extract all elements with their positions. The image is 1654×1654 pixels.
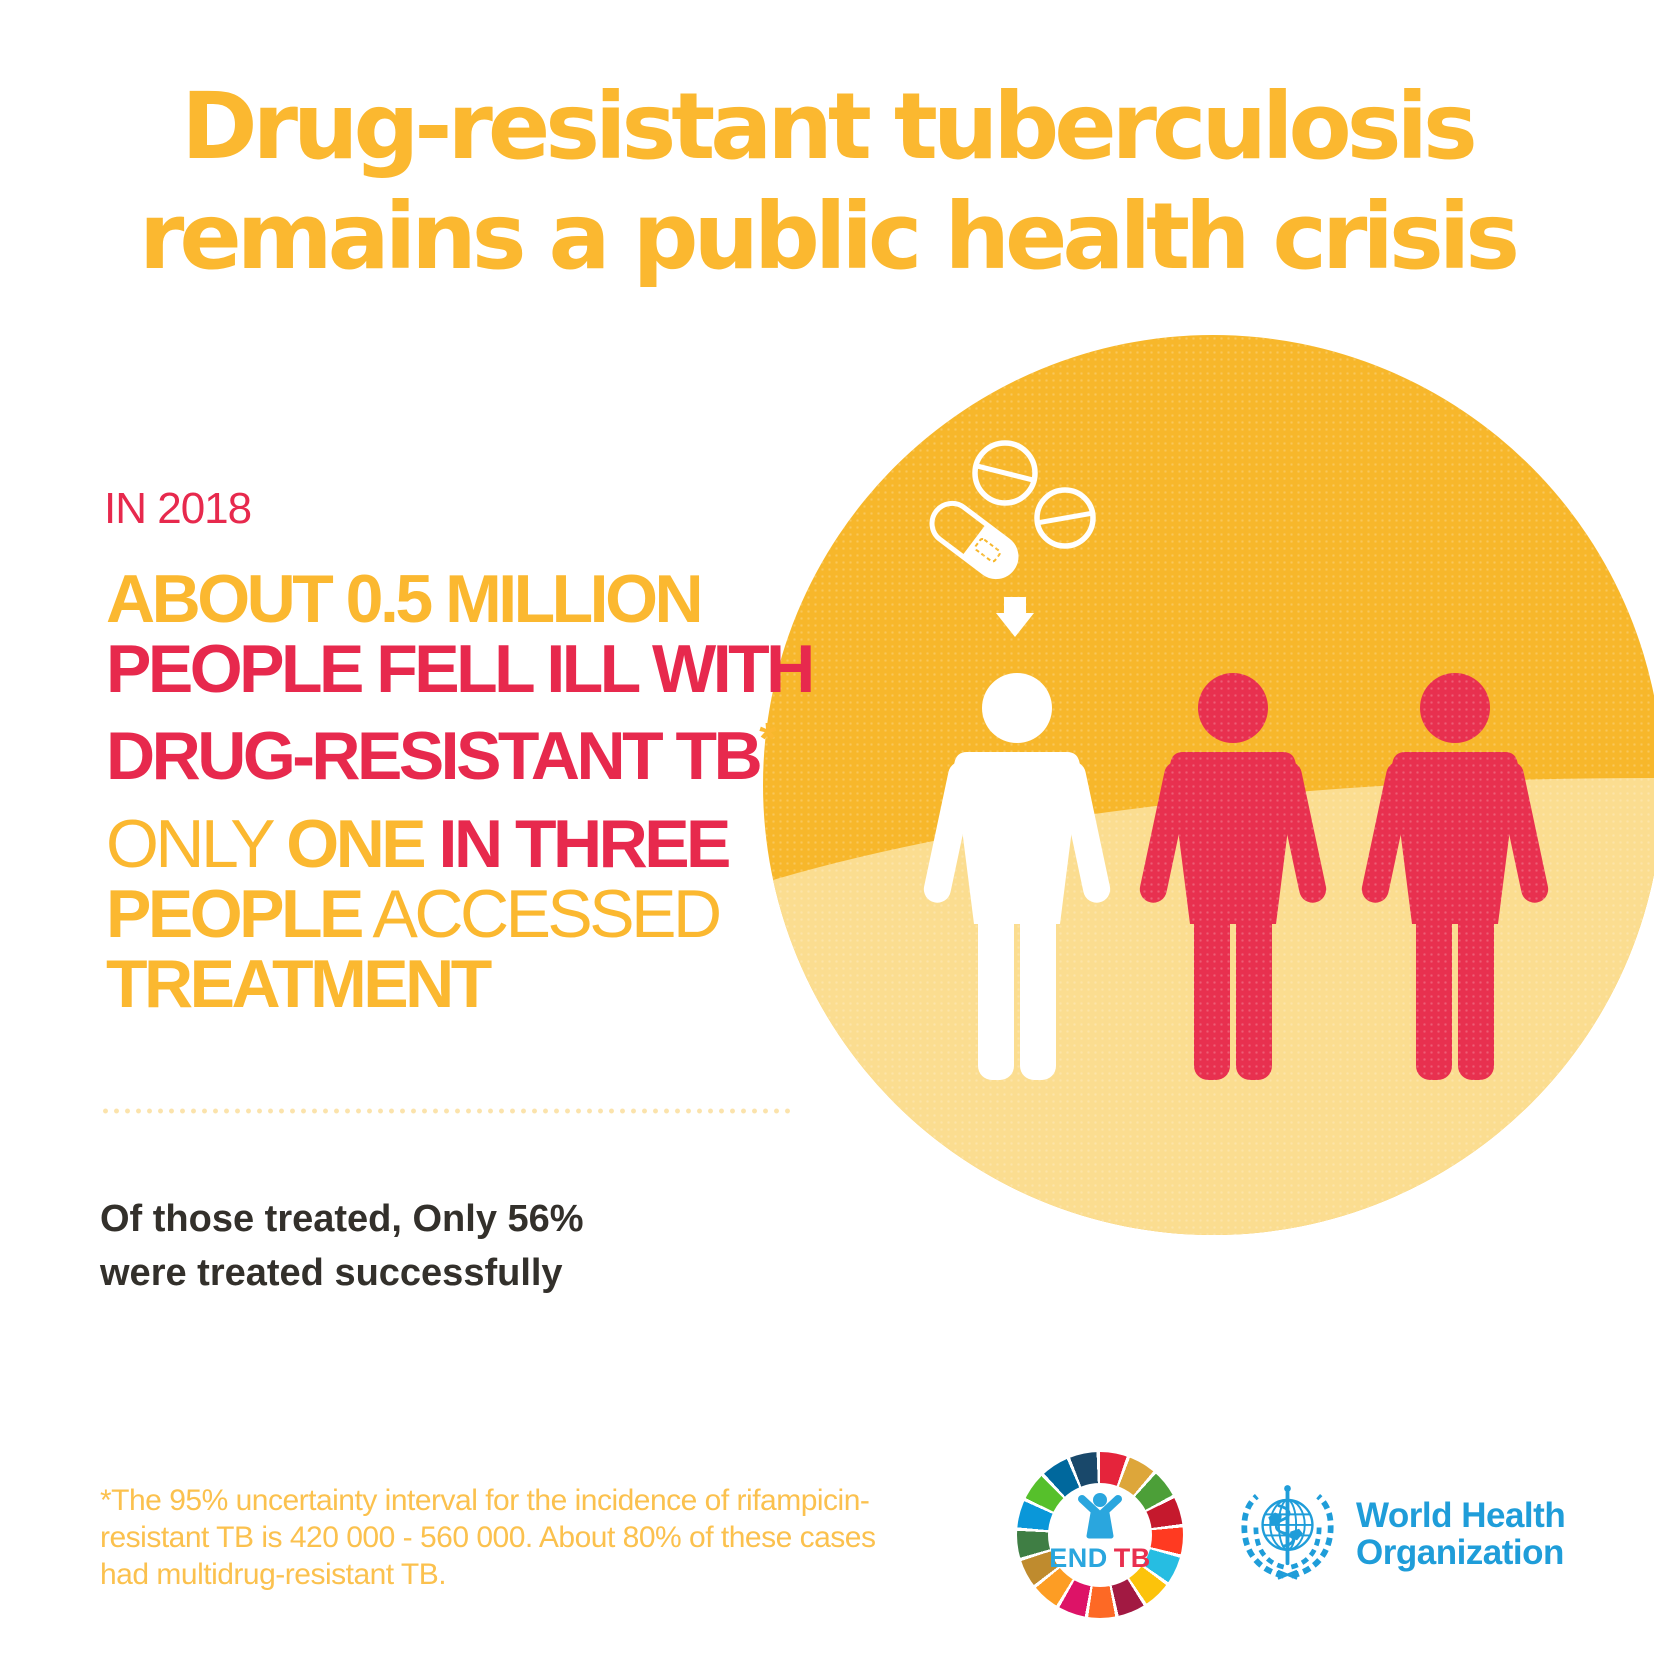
who-emblem-icon — [1241, 1485, 1334, 1580]
footnote-line1: *The 95% uncertainty interval for the in… — [100, 1484, 870, 1517]
hero-illustration — [922, 440, 1550, 1080]
treatment-success-line2: were treated successfully — [100, 1252, 563, 1294]
treatment-success-line1: Of those treated, Only 56% — [100, 1198, 584, 1240]
stat-text: PEOPLE — [106, 876, 364, 952]
endtb-label-tb: TB — [1113, 1543, 1151, 1573]
dotted-divider — [100, 1108, 792, 1114]
page-title-line2: remains a public health crisis — [139, 183, 1520, 290]
stat-access-line3: TREATMENT — [106, 949, 728, 1019]
footnote-asterisk: * — [759, 714, 777, 763]
endtb-logo: END TB — [1017, 1452, 1183, 1618]
page-title-line1: Drug-resistant tuberculosis — [181, 73, 1478, 180]
endtb-person-icon — [1078, 1493, 1122, 1539]
stat-text: ONE — [286, 806, 426, 882]
tablet-icon — [972, 440, 1038, 506]
person-figure-untreated — [1360, 673, 1550, 1080]
stat-fell-ill-line2: PEOPLE FELL ILL WITH — [106, 631, 815, 707]
stat-access-line1: ONLY ONE IN THREE — [106, 806, 732, 882]
footnote-line3: had multidrug-resistant TB. — [100, 1558, 447, 1591]
page-title: Drug-resistant tuberculosis remains a pu… — [0, 72, 1654, 292]
stat-fell-ill: ABOUT 0.5 MILLION PEOPLE FELL ILL WITH D… — [106, 564, 815, 791]
stat-access-line2: PEOPLE ACCESSED — [106, 879, 728, 949]
endtb-label-end: END — [1049, 1543, 1108, 1573]
person-figure-untreated — [1138, 673, 1328, 1080]
hero-circle — [763, 335, 1654, 1235]
stat-text: DRUG-RESISTANT TB — [106, 718, 763, 794]
stat-treatment-access: ONLY ONE IN THREE PEOPLE ACCESSED TREATM… — [106, 806, 732, 1019]
capsule-icon — [929, 500, 1019, 580]
stat-text: PEOPLE FELL ILL WITH — [106, 631, 815, 707]
endtb-label: END TB — [1017, 1543, 1183, 1574]
stat-fell-ill-line1: ABOUT 0.5 MILLION — [106, 564, 812, 634]
stat-text: TREATMENT — [106, 946, 492, 1022]
medicine-icons — [929, 440, 1096, 580]
person-figure-treated — [922, 673, 1112, 1080]
who-wordmark-line2: Organization — [1356, 1533, 1564, 1572]
footnote-line2: resistant TB is 420 000 - 560 000. About… — [100, 1521, 876, 1554]
stat-text: IN THREE — [423, 806, 732, 882]
down-arrow-icon — [996, 597, 1034, 637]
tablet-icon — [1034, 487, 1096, 549]
stat-text: ACCESSED — [360, 876, 723, 952]
who-wordmark: World Health Organization — [1356, 1496, 1566, 1572]
footnote: *The 95% uncertainty interval for the in… — [100, 1482, 876, 1593]
stat-period: IN 2018 — [104, 484, 252, 533]
stat-text: ABOUT 0.5 MILLION — [106, 561, 704, 637]
stat-fell-ill-line3: DRUG-RESISTANT TB* — [106, 704, 812, 791]
stat-text: ONLY — [106, 806, 287, 882]
who-wordmark-line1: World Health — [1356, 1496, 1566, 1535]
treatment-success-text: Of those treated, Only 56% were treated … — [100, 1192, 584, 1300]
